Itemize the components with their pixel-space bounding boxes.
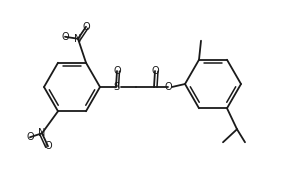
Text: S: S bbox=[113, 82, 119, 92]
Text: O: O bbox=[151, 66, 159, 76]
Text: O: O bbox=[164, 82, 172, 92]
Text: O: O bbox=[26, 132, 34, 142]
Text: N: N bbox=[74, 34, 82, 44]
Text: O: O bbox=[44, 141, 52, 151]
Text: O: O bbox=[113, 66, 121, 76]
Text: O: O bbox=[61, 32, 69, 42]
Text: N: N bbox=[38, 128, 46, 138]
Text: O: O bbox=[82, 22, 90, 32]
